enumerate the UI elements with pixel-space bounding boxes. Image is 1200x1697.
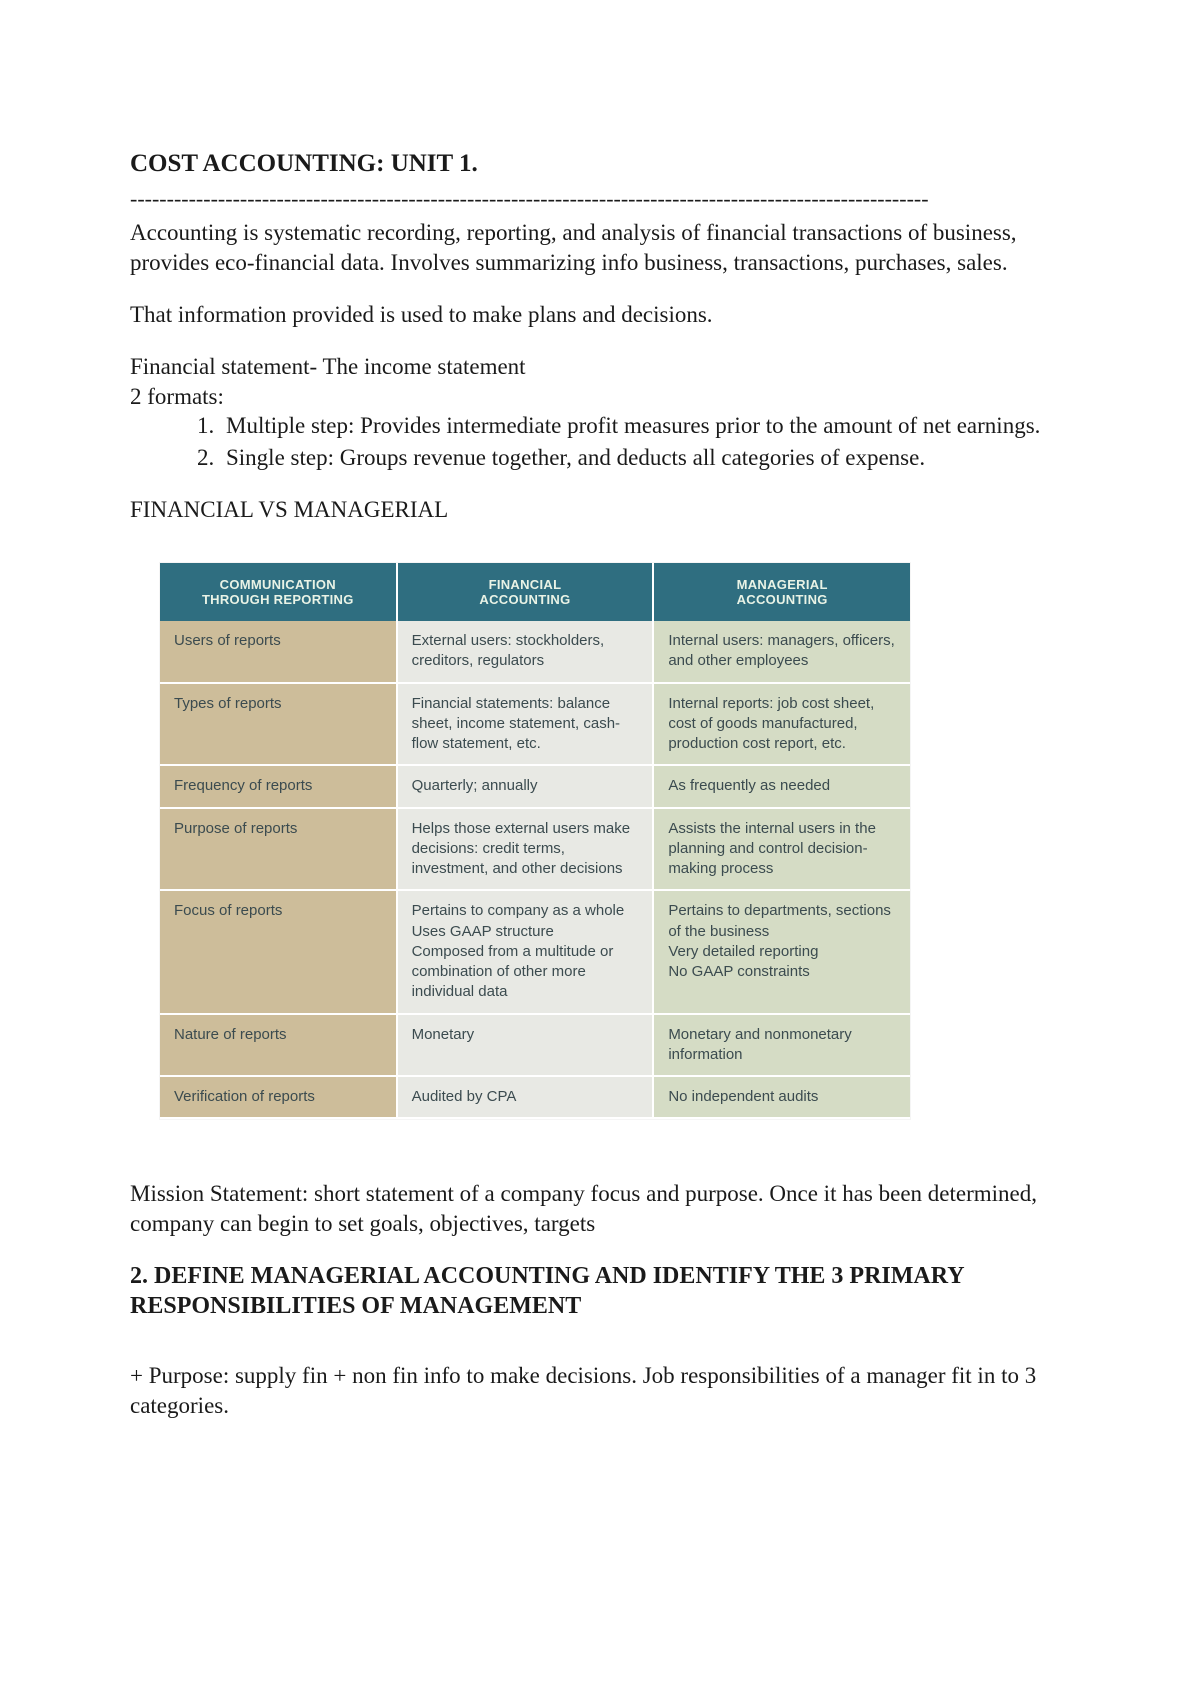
table-cell: Internal users: managers, officers, and … — [653, 621, 910, 683]
table-row: Frequency of reports Quarterly; annually… — [160, 765, 910, 807]
table-row: Nature of reports Monetary Monetary and … — [160, 1014, 910, 1077]
table-cell: As frequently as needed — [653, 765, 910, 807]
header-text: MANAGERIAL — [668, 577, 896, 592]
usage-paragraph: That information provided is used to mak… — [130, 300, 1070, 330]
table-row: Verification of reports Audited by CPA N… — [160, 1076, 910, 1118]
table-header-row: COMMUNICATION THROUGH REPORTING FINANCIA… — [160, 563, 910, 621]
header-text: THROUGH REPORTING — [174, 592, 382, 607]
table-header-communication: COMMUNICATION THROUGH REPORTING — [160, 563, 397, 621]
page-title: COST ACCOUNTING: UNIT 1. — [130, 150, 1070, 178]
table-cell: Pertains to company as a wholeUses GAAP … — [397, 890, 654, 1013]
header-text: ACCOUNTING — [412, 592, 639, 607]
table-cell: Quarterly; annually — [397, 765, 654, 807]
purpose-paragraph: + Purpose: supply fin + non fin info to … — [130, 1361, 1070, 1421]
table-cell: Frequency of reports — [160, 765, 397, 807]
table-cell: No independent audits — [653, 1076, 910, 1118]
fs-line-1: Financial statement- The income statemen… — [130, 352, 1070, 382]
table-header-financial: FINANCIAL ACCOUNTING — [397, 563, 654, 621]
table-cell: Financial statements: balance sheet, inc… — [397, 683, 654, 766]
table-cell: Monetary and nonmonetary information — [653, 1014, 910, 1077]
table-cell: Pertains to departments, sections of the… — [653, 890, 910, 1013]
table-row: Purpose of reports Helps those external … — [160, 808, 910, 891]
table-row: Focus of reports Pertains to company as … — [160, 890, 910, 1013]
table-cell: Helps those external users make decision… — [397, 808, 654, 891]
header-text: ACCOUNTING — [668, 592, 896, 607]
divider-dashes: ----------------------------------------… — [130, 186, 1070, 212]
document-page: COST ACCOUNTING: UNIT 1. ---------------… — [0, 0, 1200, 1697]
table-cell: Monetary — [397, 1014, 654, 1077]
header-text: COMMUNICATION — [174, 577, 382, 592]
table-cell: External users: stockholders, creditors,… — [397, 621, 654, 683]
list-item: Multiple step: Provides intermediate pro… — [220, 411, 1070, 441]
table-cell: Audited by CPA — [397, 1076, 654, 1118]
intro-paragraph: Accounting is systematic recording, repo… — [130, 218, 1070, 278]
table-cell: Verification of reports — [160, 1076, 397, 1118]
fs-line-2: 2 formats: — [130, 382, 1070, 412]
table-body: Users of reports External users: stockho… — [160, 621, 910, 1118]
table-cell: Internal reports: job cost sheet, cost o… — [653, 683, 910, 766]
table-cell: Types of reports — [160, 683, 397, 766]
table-header-managerial: MANAGERIAL ACCOUNTING — [653, 563, 910, 621]
financial-vs-managerial-table: COMMUNICATION THROUGH REPORTING FINANCIA… — [160, 563, 910, 1119]
list-item: Single step: Groups revenue together, an… — [220, 443, 1070, 473]
mission-paragraph: Mission Statement: short statement of a … — [130, 1179, 1070, 1239]
header-text: FINANCIAL — [412, 577, 639, 592]
table-cell: Purpose of reports — [160, 808, 397, 891]
section-2-heading: 2. DEFINE MANAGERIAL ACCOUNTING AND IDEN… — [130, 1261, 1070, 1321]
table-cell: Focus of reports — [160, 890, 397, 1013]
table-cell: Assists the internal users in the planni… — [653, 808, 910, 891]
table-row: Types of reports Financial statements: b… — [160, 683, 910, 766]
formats-list: Multiple step: Provides intermediate pro… — [130, 411, 1070, 473]
table-row: Users of reports External users: stockho… — [160, 621, 910, 683]
table-cell: Nature of reports — [160, 1014, 397, 1077]
financial-statement-block: Financial statement- The income statemen… — [130, 352, 1070, 474]
section-heading-caps: FINANCIAL VS MANAGERIAL — [130, 497, 1070, 523]
table-cell: Users of reports — [160, 621, 397, 683]
